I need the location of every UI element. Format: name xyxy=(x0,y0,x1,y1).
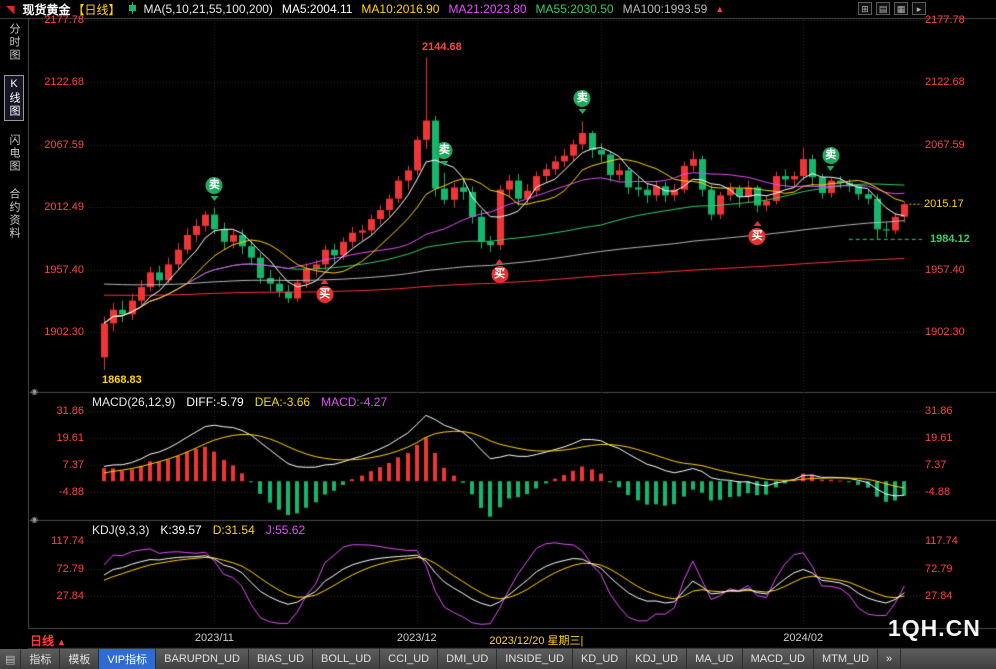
sidebar-item-kline-chart[interactable]: K线图 xyxy=(4,75,24,121)
sidebar-item-flash-chart[interactable]: 闪电图 xyxy=(8,134,20,173)
kdj-value: KDJ(9,3,3) xyxy=(92,523,150,537)
tab-mtm-ud[interactable]: MTM_UD xyxy=(814,649,879,669)
top-bar: ◥ 现货黄金 【日线】 MA(5,10,21,55,100,200) MA5:20… xyxy=(0,0,996,18)
more-values-icon[interactable]: ▲ xyxy=(715,4,725,14)
tab-inside-ud[interactable]: INSIDE_UD xyxy=(497,649,573,669)
macd-value: MACD:-4.27 xyxy=(321,395,388,409)
tab-vip-indicators[interactable]: VIP指标 xyxy=(99,649,157,669)
expand-icon[interactable]: ▸ xyxy=(912,2,926,15)
grid-layout-icon[interactable]: ⊞ xyxy=(858,2,872,15)
kdj-legend: KDJ(9,3,3) K:39.57 D:31.54 J:55.62 xyxy=(92,523,305,537)
tab-kd-ud[interactable]: KD_UD xyxy=(573,649,628,669)
sidebar-item-contract-info[interactable]: 合约资料 xyxy=(8,188,20,240)
tab-bias-ud[interactable]: BIAS_UD xyxy=(249,649,314,669)
tab-ma-ud[interactable]: MA_UD xyxy=(687,649,743,669)
tab-boll-ud[interactable]: BOLL_UD xyxy=(313,649,381,669)
columns-layout-icon[interactable]: ▦ xyxy=(894,2,908,15)
macd-value: MACD(26,12,9) xyxy=(92,395,176,409)
top-bar-icons: ⊞ ▤ ▦ ▸ xyxy=(858,2,926,15)
kdj-panel-toggle-icon[interactable]: ◉ xyxy=(31,515,38,524)
kdj-value: J:55.62 xyxy=(265,523,306,537)
tab-dmi-ud[interactable]: DMI_UD xyxy=(438,649,498,669)
ma-value: MA(5,10,21,55,100,200) xyxy=(143,2,273,16)
tab-indicators[interactable]: 指标 xyxy=(21,649,61,669)
macd-panel-toggle-icon[interactable]: ◉ xyxy=(31,387,38,396)
tab-templates[interactable]: 模板 xyxy=(60,649,100,669)
tab-more-tabs[interactable]: » xyxy=(878,649,902,669)
ma-value: MA5:2004.11 xyxy=(281,2,353,16)
ma-value: MA21:2023.80 xyxy=(448,2,527,16)
symbol-title: 现货黄金 xyxy=(22,2,71,17)
period-tag: 【日线】 xyxy=(72,2,121,17)
watermark: 1QH.CN xyxy=(888,615,981,641)
kdj-value: K:39.57 xyxy=(160,523,202,537)
period-label[interactable]: 日线 ▲ xyxy=(30,634,66,648)
tab-kdj-ud[interactable]: KDJ_UD xyxy=(627,649,688,669)
ma-value: MA55:2030.50 xyxy=(535,2,614,16)
x-axis-row: 日线 ▲ xyxy=(0,630,996,648)
kdj-value: D:31.54 xyxy=(212,523,255,537)
ma-legend: MA(5,10,21,55,100,200) MA5:2004.11 MA10:20… xyxy=(144,2,708,16)
tab-barupdn-ud[interactable]: BARUPDN_UD xyxy=(156,649,249,669)
candle-icon xyxy=(128,1,136,17)
ma-value: MA10:2016.90 xyxy=(361,2,440,16)
app-icon: ◥ xyxy=(6,3,15,16)
sidebar: 分时图 K线图闪电图合约资料 xyxy=(0,18,28,648)
tab-macd-ud[interactable]: MACD_UD xyxy=(743,649,814,669)
period-dropdown-icon: ▲ xyxy=(57,637,66,647)
ma-value: MA100:1993.59 xyxy=(622,2,708,16)
tab-cci-ud[interactable]: CCI_UD xyxy=(380,649,439,669)
sidebar-item-time-chart[interactable]: 分时图 xyxy=(8,23,20,62)
rows-layout-icon[interactable]: ▤ xyxy=(876,2,890,15)
bottom-tab-bar: ▤ 指标 模板 VIP指标 BARUPDN_UD BIAS_UD BOLL_UD CCI_UD… xyxy=(0,649,996,669)
indicator-menu-icon[interactable]: ▤ xyxy=(0,649,22,669)
macd-value: DEA:-3.66 xyxy=(254,395,311,409)
macd-value: DIFF:-5.79 xyxy=(186,395,244,409)
macd-legend: MACD(26,12,9) DIFF:-5.79 DEA:-3.66 MACD:-4.… xyxy=(92,395,387,409)
